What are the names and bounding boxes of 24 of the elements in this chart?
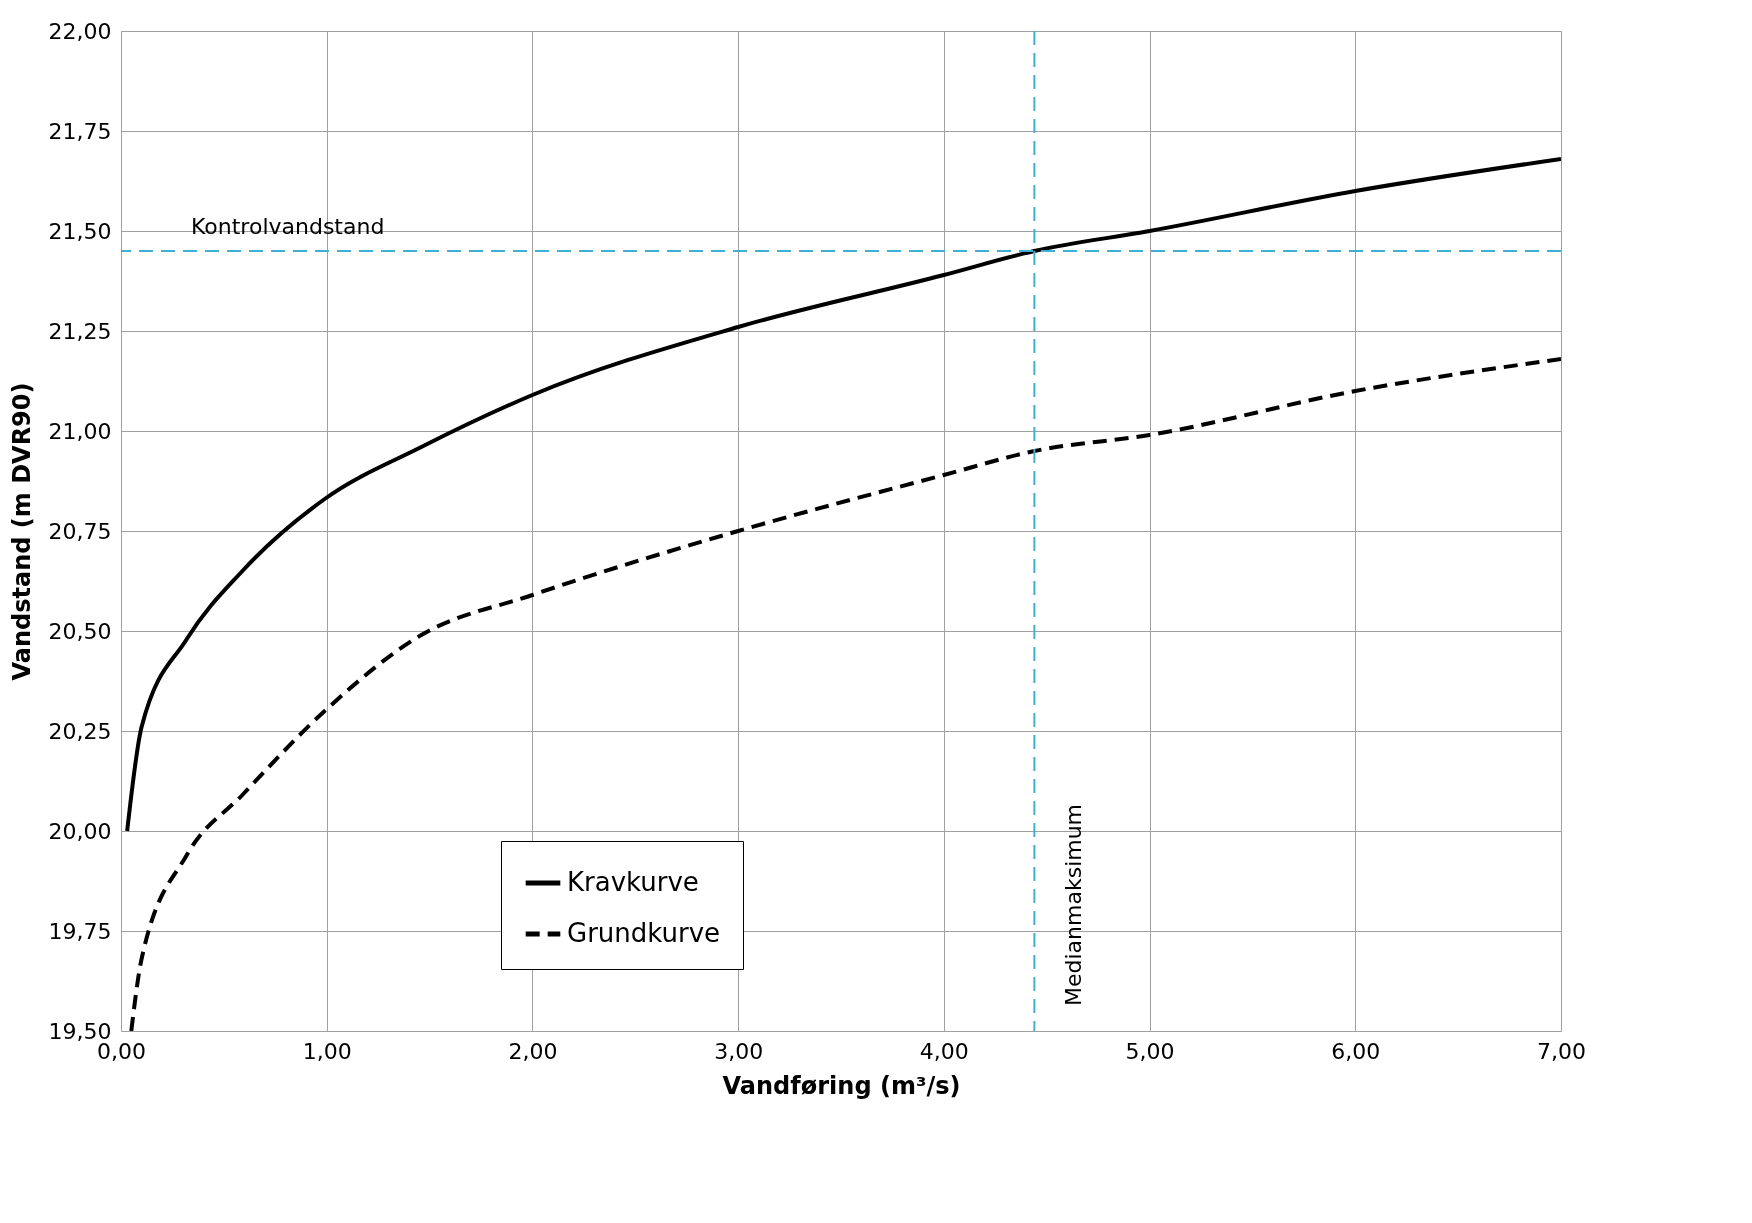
- line-series: [129, 357, 1561, 1031]
- y-tick-label: 21,00: [48, 418, 112, 444]
- y-tick-label: 20,00: [48, 818, 112, 844]
- y-tick-label: 20,75: [48, 518, 112, 544]
- legend-label: Kravkurve: [567, 867, 699, 897]
- x-tick-label: 3,00: [714, 1038, 764, 1064]
- x-axis-title: Vandføring (m³/s): [722, 1071, 961, 1100]
- x-tick-label: 2,00: [508, 1038, 558, 1064]
- y-tick-label: 21,75: [48, 118, 112, 144]
- y-tick-label: 21,50: [48, 218, 112, 244]
- y-tick-label: 20,25: [48, 718, 112, 744]
- x-tick-label: 5,00: [1125, 1038, 1175, 1064]
- x-tick-label: 7,00: [1537, 1038, 1586, 1064]
- legend-label: Grundkurve: [567, 918, 721, 948]
- y-axis-title: Vandstand (m DVR90): [7, 382, 36, 681]
- ref-line-label: Kontrolvandstand: [191, 214, 385, 239]
- x-tick-label: 4,00: [919, 1038, 969, 1064]
- ref-line-label: Medianmaksimum: [1061, 803, 1087, 1006]
- x-tick-label: 6,00: [1331, 1038, 1381, 1064]
- y-tick-label: 21,25: [48, 318, 112, 344]
- y-tick-label: 22,00: [48, 18, 112, 44]
- y-tick-label: 19,75: [48, 918, 112, 944]
- x-tick-label: 1,00: [302, 1038, 352, 1064]
- y-tick-label: 20,50: [48, 618, 112, 644]
